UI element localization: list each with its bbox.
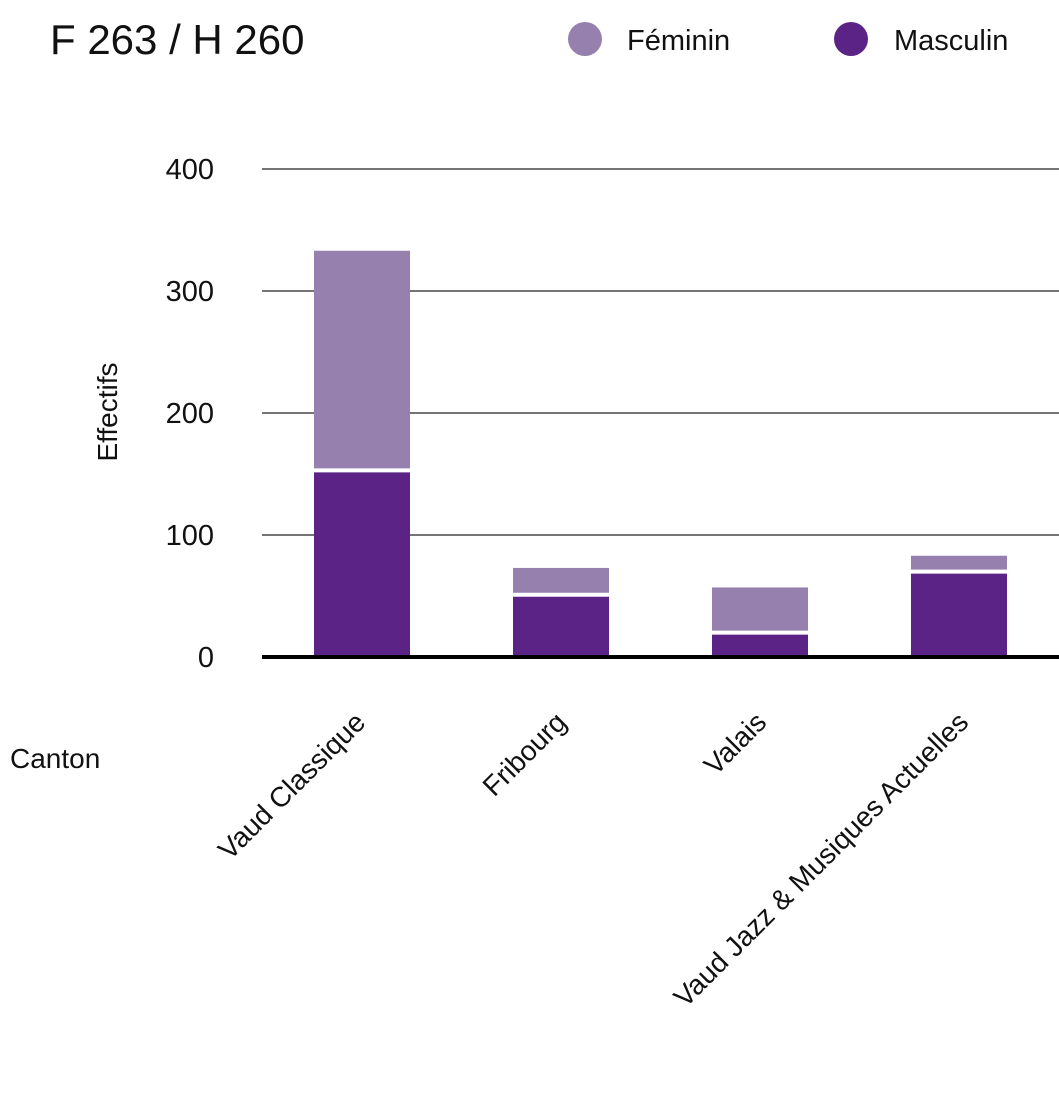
bar-vaud-jazz-musiques-actuelles-feminin — [911, 555, 1007, 572]
bar-fribourg-feminin — [513, 567, 609, 595]
bar-vaud-classique-masculin — [314, 470, 410, 657]
legend: Féminin Masculin — [568, 22, 1008, 57]
legend-swatch-masculin — [834, 22, 868, 56]
legend-label-feminin: Féminin — [627, 25, 730, 57]
bar-valais-feminin — [712, 587, 808, 633]
x-tick-label-valais: Valais — [698, 706, 772, 780]
bars — [314, 250, 1007, 657]
y-tick-label-100: 100 — [166, 520, 214, 552]
bar-vaud-classique-feminin — [314, 250, 410, 471]
y-tick-label-400: 400 — [166, 154, 214, 186]
bar-valais-masculin — [712, 632, 808, 657]
y-tick-label-300: 300 — [166, 276, 214, 308]
bar-vaud-jazz-musiques-actuelles-masculin — [911, 571, 1007, 657]
x-axis-label: Canton — [10, 743, 100, 774]
y-axis-ticks: 0 100 200 300 400 — [166, 154, 214, 674]
y-tick-label-0: 0 — [198, 642, 214, 674]
x-tick-label-fribourg: Fribourg — [477, 706, 573, 802]
x-tick-label-vaud-classique: Vaud Classique — [212, 706, 371, 865]
y-tick-label-200: 200 — [166, 398, 214, 430]
chart-title: F 263 / H 260 — [50, 16, 304, 63]
legend-label-masculin: Masculin — [894, 25, 1008, 57]
bar-fribourg-masculin — [513, 594, 609, 657]
y-axis-label: Effectifs — [92, 362, 123, 461]
legend-swatch-feminin — [568, 22, 602, 56]
